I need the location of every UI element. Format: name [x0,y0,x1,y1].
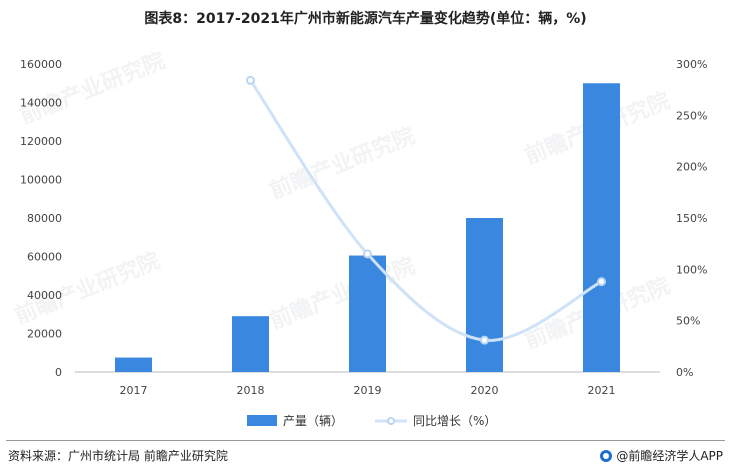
bar-2017 [115,357,152,372]
legend-line-marker [387,417,395,425]
growth-point-2021 [597,277,606,287]
footer-divider [6,440,725,441]
legend-label: 产量（辆） [283,414,343,428]
right-tick-label: 150% [676,212,707,225]
x-axis: 2017 2018 2019 2020 2021 [120,384,616,397]
x-tick-label: 2019 [354,384,382,397]
x-tick-label: 2017 [120,384,148,397]
brand-label: @前瞻经济学人APP [616,449,723,463]
right-tick-label: 100% [676,263,707,276]
left-tick-label: 140000 [20,97,62,110]
x-tick-label: 2018 [237,384,265,397]
legend: 产量（辆） 同比增长（%） [247,414,496,428]
chart-title: 图表8：2017-2021年广州市新能源汽车产量变化趋势(单位：辆，%) [144,11,587,27]
left-tick-label: 40000 [27,289,62,302]
left-tick-label: 20000 [27,328,62,341]
chart: 前瞻产业研究院前瞻产业研究院前瞻产业研究院前瞻产业研究院前瞻产业研究院前瞻产业研… [11,48,707,428]
right-tick-label: 250% [676,109,707,122]
growth-point-2020 [480,335,489,345]
left-axis: 0 20000 40000 60000 80000 100000 120000 140000 1… [20,58,62,379]
right-tick-label: 0% [676,366,693,379]
x-tick-label: 2020 [471,384,499,397]
source-note: 资料来源：广州市统计局 前瞻产业研究院 [8,449,228,463]
left-tick-label: 120000 [20,135,62,148]
legend-bar-swatch [247,415,277,426]
brand-logo-icon [600,449,613,462]
left-tick-label: 0 [55,366,62,379]
growth-line [249,79,603,342]
watermarks: 前瞻产业研究院前瞻产业研究院前瞻产业研究院前瞻产业研究院前瞻产业研究院前瞻产业研… [11,48,674,355]
bar-2018 [232,316,269,372]
footer: 资料来源：广州市统计局 前瞻产业研究院 @前瞻经济学人APP [0,440,731,475]
legend-label: 同比增长（%） [413,414,496,428]
growth-point-2019 [363,249,372,259]
bar-2020 [466,218,503,372]
bar-2019 [349,255,386,372]
bar-2021 [583,83,620,372]
right-tick-label: 300% [676,58,707,71]
right-tick-label: 200% [676,161,707,174]
left-tick-label: 60000 [27,251,62,264]
brand: @前瞻经济学人APP [600,447,723,464]
watermark-4: 前瞻产业研究院 [266,253,419,335]
bar-series [115,83,620,372]
left-tick-label: 80000 [27,212,62,225]
left-tick-label: 160000 [20,58,62,71]
left-tick-label: 100000 [20,174,62,187]
growth-point-2018 [246,75,255,85]
x-tick-label: 2021 [588,384,616,397]
watermark-1: 前瞻产业研究院 [266,123,419,205]
right-tick-label: 50% [676,315,700,328]
right-axis: 0% 50% 100% 150% 200% 250% 300% [676,58,707,379]
line-series [246,75,606,345]
